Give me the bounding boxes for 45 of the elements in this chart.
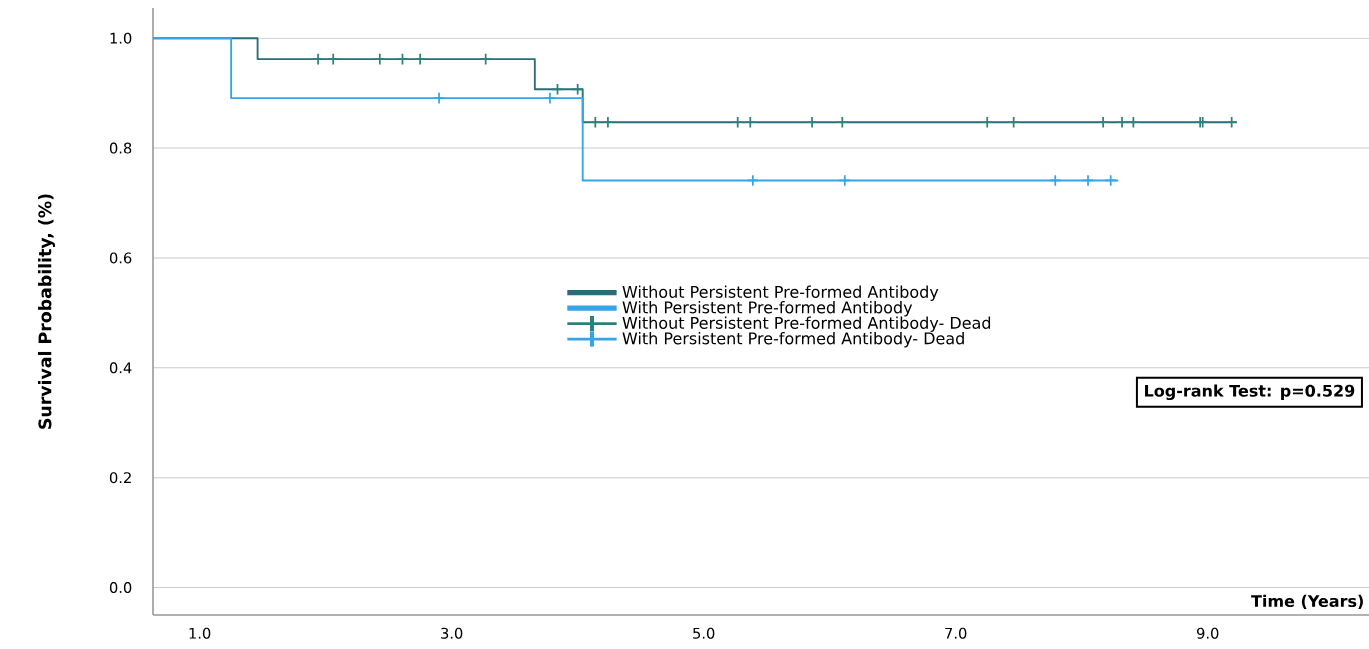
y-tick-label: 0.6 xyxy=(109,252,132,264)
point xyxy=(373,52,387,66)
y-tick-label: 0.8 xyxy=(109,142,132,154)
point xyxy=(327,52,340,66)
point xyxy=(838,174,852,187)
x-tick-label: 1.0 xyxy=(189,627,211,639)
y-tick-label: 0.4 xyxy=(109,362,132,374)
point xyxy=(1127,116,1140,129)
x-tick-label: 7.0 xyxy=(945,627,967,639)
y-tick-label: 0.0 xyxy=(109,582,132,594)
point xyxy=(1096,116,1110,129)
y-axis-title: Survival Probability, (%) xyxy=(38,194,55,429)
annotation: Log-rank Test: p=0.529 xyxy=(1145,384,1355,401)
point xyxy=(1007,116,1020,129)
legend-label: Without Persistent Pre-formed Antibody xyxy=(622,285,939,302)
point xyxy=(836,116,849,129)
x-tick-label: 3.0 xyxy=(441,627,463,639)
point xyxy=(805,116,819,129)
point xyxy=(981,116,994,129)
point xyxy=(601,116,615,129)
point xyxy=(1049,174,1062,187)
x-tick-label: 9.0 xyxy=(1196,627,1219,639)
point xyxy=(396,52,409,66)
y-tick-label: 0.2 xyxy=(109,472,131,484)
point xyxy=(432,91,446,105)
legend-label: With Persistent Pre-formed Antibody xyxy=(622,301,913,317)
point xyxy=(543,91,557,105)
x-axis-title: Time (Years) xyxy=(1251,594,1363,609)
y-tick-label: 1.0 xyxy=(110,32,132,44)
point xyxy=(1104,174,1117,187)
point xyxy=(731,116,744,129)
point xyxy=(571,83,584,96)
legend-label: Without Persistent Pre-formed Antibody- Dead xyxy=(622,316,991,332)
point xyxy=(589,116,602,129)
legend-label: With Persistent Pre-formed Antibody- Dead xyxy=(622,332,964,348)
point xyxy=(1225,116,1238,129)
point xyxy=(413,52,427,66)
point xyxy=(744,116,757,129)
point xyxy=(311,52,325,66)
point xyxy=(479,52,492,66)
point xyxy=(551,83,564,96)
x-tick-label: 5.0 xyxy=(693,627,715,639)
point xyxy=(1115,116,1129,129)
point xyxy=(1081,174,1095,187)
point xyxy=(746,174,760,187)
